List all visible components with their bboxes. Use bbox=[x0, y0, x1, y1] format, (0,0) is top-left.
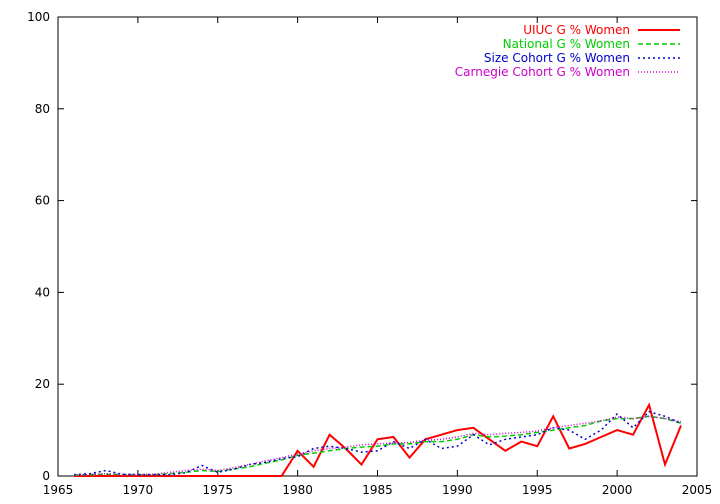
y-tick-label: 100 bbox=[27, 10, 50, 24]
series-line-carnegie-cohort-g-women bbox=[73, 415, 682, 476]
series-line-national-g-women bbox=[73, 415, 682, 476]
x-tick-label: 1995 bbox=[522, 483, 553, 497]
series-line-size-cohort-g-women bbox=[73, 410, 682, 476]
x-tick-label: 1965 bbox=[43, 483, 74, 497]
y-tick-label: 0 bbox=[42, 469, 50, 483]
y-tick-label: 80 bbox=[35, 102, 50, 116]
x-tick-label: 2005 bbox=[682, 483, 713, 497]
y-tick-label: 60 bbox=[35, 194, 50, 208]
x-tick-label: 1980 bbox=[282, 483, 313, 497]
legend-label: Carnegie Cohort G % Women bbox=[455, 65, 630, 79]
y-tick-label: 40 bbox=[35, 285, 50, 299]
x-tick-label: 1990 bbox=[442, 483, 473, 497]
x-tick-label: 1985 bbox=[362, 483, 393, 497]
axis-ticks: 1965 1970 1975 1980 1985 1990 1995 2000 2005 0 20 4… bbox=[27, 10, 712, 497]
legend-label: National G % Women bbox=[503, 37, 630, 51]
plot-frame bbox=[57, 16, 698, 477]
x-tick-label: 1970 bbox=[123, 483, 154, 497]
series-line-uiuc-g-women bbox=[74, 402, 682, 477]
legend-label: UIUC G % Women bbox=[523, 23, 630, 37]
y-tick-label: 20 bbox=[35, 377, 50, 391]
x-tick-label: 1975 bbox=[202, 483, 233, 497]
series-layer bbox=[73, 402, 682, 477]
x-tick-label: 2000 bbox=[602, 483, 633, 497]
legend-label: Size Cohort G % Women bbox=[484, 51, 630, 65]
